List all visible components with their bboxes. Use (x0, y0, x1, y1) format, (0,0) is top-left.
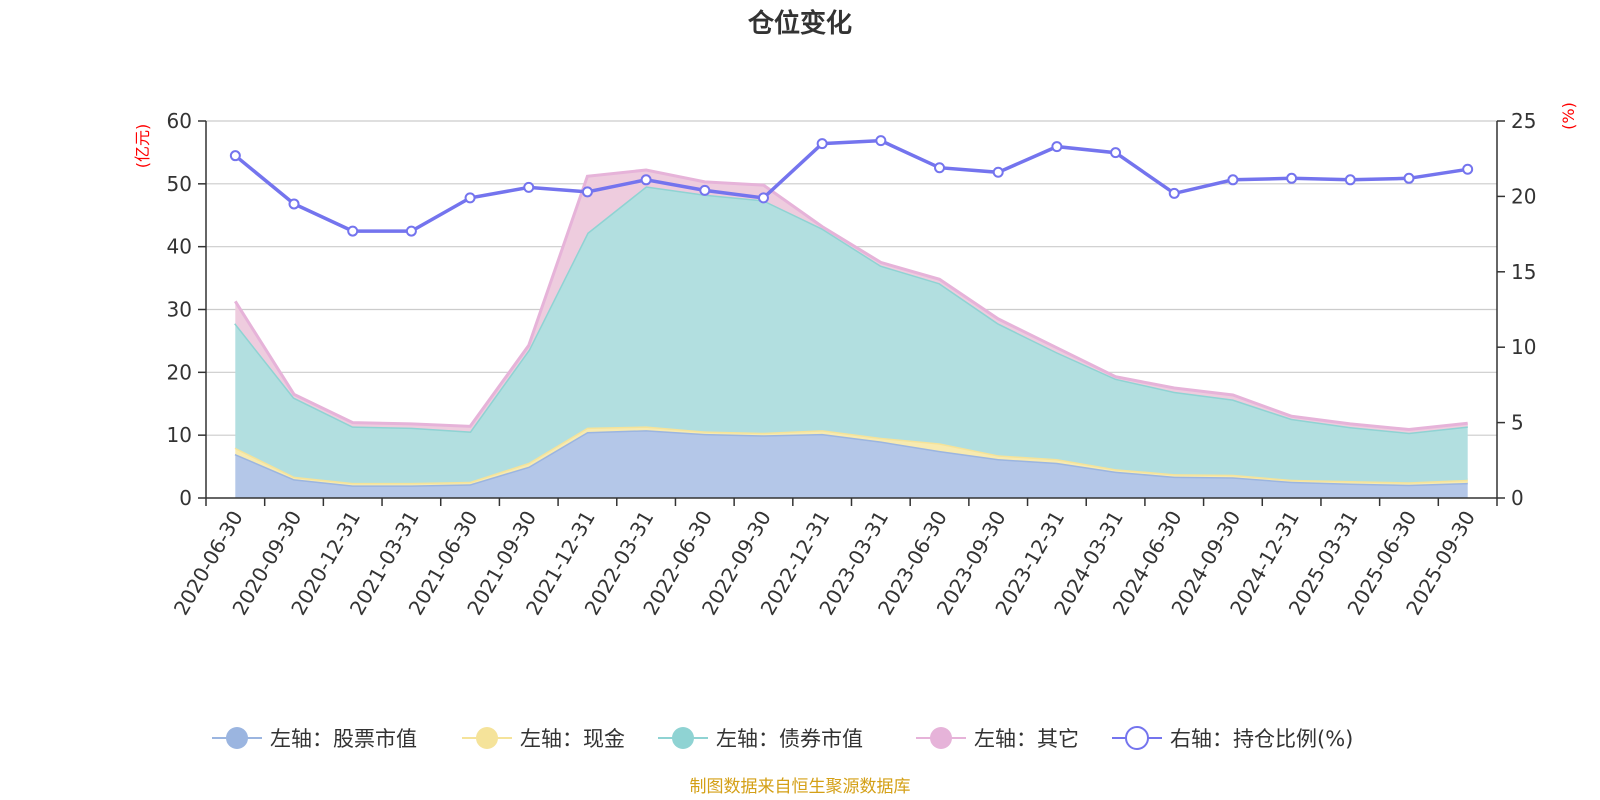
area-左轴：债券市值 (235, 186, 1468, 483)
ratio-point (934, 162, 946, 174)
ratio-point (875, 135, 887, 147)
legend-label: 左轴：债券市值 (716, 727, 863, 751)
left-tick-label: 40 (167, 235, 192, 259)
left-tick-label: 50 (167, 172, 192, 196)
ratio-point (1462, 163, 1474, 175)
legend-marker (226, 727, 248, 749)
right-axis-unit: (%) (1559, 102, 1578, 130)
left-tick-label: 20 (167, 360, 192, 384)
legend: 左轴：股票市值 左轴：现金 左轴：债券市值 左轴：其它 右轴：持仓比例(%) (212, 726, 1353, 751)
right-tick-label: 5 (1511, 411, 1524, 435)
ratio-point (581, 186, 593, 198)
ratio-point (347, 225, 359, 237)
legend-label: 右轴：持仓比例(%) (1170, 727, 1353, 751)
right-tick-label: 15 (1511, 260, 1536, 284)
ratio-point (699, 184, 711, 196)
left-tick-label: 0 (179, 486, 192, 510)
ratio-point (464, 192, 476, 204)
ratio-point (1227, 174, 1239, 186)
right-tick-label: 0 (1511, 486, 1524, 510)
left-tick-label: 60 (167, 109, 192, 133)
ratio-point (640, 174, 652, 186)
ratio-line-series (229, 135, 1474, 237)
source-note: 制图数据来自恒生聚源数据库 (690, 777, 911, 797)
left-tick-label: 10 (167, 423, 192, 447)
ratio-point (1051, 141, 1063, 153)
ratio-point (288, 198, 300, 210)
left-tick-label: 30 (167, 298, 192, 322)
stacked-areas (234, 168, 1468, 498)
ratio-line (234, 138, 1468, 233)
ratio-point (405, 225, 417, 237)
legend-marker (1125, 726, 1149, 750)
ratio-point (992, 166, 1004, 178)
area-左轴：股票市值 (235, 430, 1468, 498)
right-tick-label: 20 (1511, 184, 1536, 208)
ratio-point (816, 138, 828, 150)
area-edge-左轴：其它 (234, 168, 1468, 432)
ratio-point (1286, 172, 1298, 184)
legend-label: 左轴：现金 (520, 727, 625, 751)
legend-marker (672, 727, 694, 749)
left-axis-unit: (亿元) (133, 124, 152, 169)
right-tick-label: 25 (1511, 109, 1536, 133)
ratio-point (1110, 147, 1122, 159)
ratio-point (757, 192, 769, 204)
chart-title: 仓位变化 (747, 8, 852, 39)
legend-label: 左轴：股票市值 (270, 727, 417, 751)
ratio-point (1403, 172, 1415, 184)
ratio-point (523, 181, 535, 193)
legend-marker (930, 727, 952, 749)
ratio-point (1168, 187, 1180, 199)
ratio-point (1344, 174, 1356, 186)
ratio-point (229, 150, 241, 162)
legend-label: 左轴：其它 (974, 727, 1079, 751)
legend-marker (476, 727, 498, 749)
right-tick-label: 10 (1511, 335, 1536, 359)
